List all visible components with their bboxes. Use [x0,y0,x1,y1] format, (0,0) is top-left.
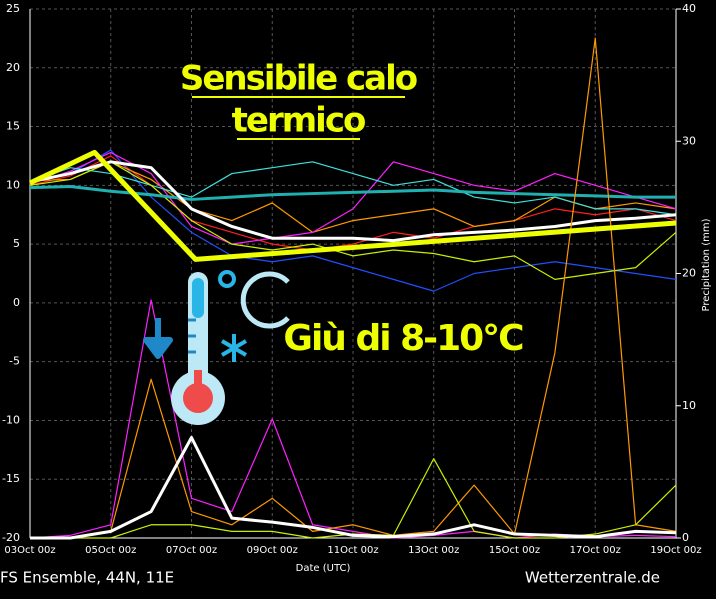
x-axis-label: Date (UTC) [296,563,351,574]
series-line [29,161,677,216]
series-line [29,160,677,243]
series-line [28,149,677,262]
subtitle: FS Ensemble, 44N, 11E [0,569,174,587]
y2-tick-label: 20 [682,267,696,280]
y-tick-label: -20 [2,531,20,544]
plot-area: -20 -15 -10 -5 0 5 10 15 20 25 0 10 20 30 40 03Oct 00z 0… [2,2,702,556]
y-tick-label: -15 [2,472,20,485]
y2-tick-label: 40 [682,2,696,15]
x-tick-label: 13Oct 00z [408,545,459,556]
x-tick-label: 03Oct 00z [4,545,55,556]
annotation: termico [232,101,365,141]
x-tick-label: 17Oct 00z [570,545,621,556]
x-tick-label: 05Oct 00z [85,545,136,556]
y-tick-label: 15 [6,120,20,133]
source: Wetterzentrale.de [525,569,660,587]
y2-tick-label: 10 [682,399,696,412]
x-tick-label: 15Oct 00z [489,545,540,556]
y-tick-label: 25 [6,2,20,15]
thermometer-icon [143,270,290,425]
x-tick-label: 09Oct 00z [247,545,298,556]
series-line [30,435,677,540]
y-tick-label: 5 [13,237,20,250]
y2-tick-label: 30 [682,134,696,147]
y-tick-label: 20 [6,61,20,74]
y2-tick-label: 0 [682,531,689,544]
series-line [29,185,676,201]
annotation: Giù di 8-10°C [283,318,523,359]
y2-axis-label: Precipitation (mm) [701,218,712,311]
y-tick-label: 0 [13,296,20,309]
y-tick-label: -5 [9,355,20,368]
y-tick-label: 10 [6,178,20,191]
x-tick-label: 19Oct 00z [650,545,701,556]
series-line [29,161,677,280]
x-tick-label: 11Oct 00z [327,545,378,556]
series-line [30,37,677,539]
x-tick-label: 07Oct 00z [166,545,217,556]
series-line [29,155,677,251]
y-tick-label: -10 [2,413,20,426]
annotation: Sensibile calo [180,59,417,99]
